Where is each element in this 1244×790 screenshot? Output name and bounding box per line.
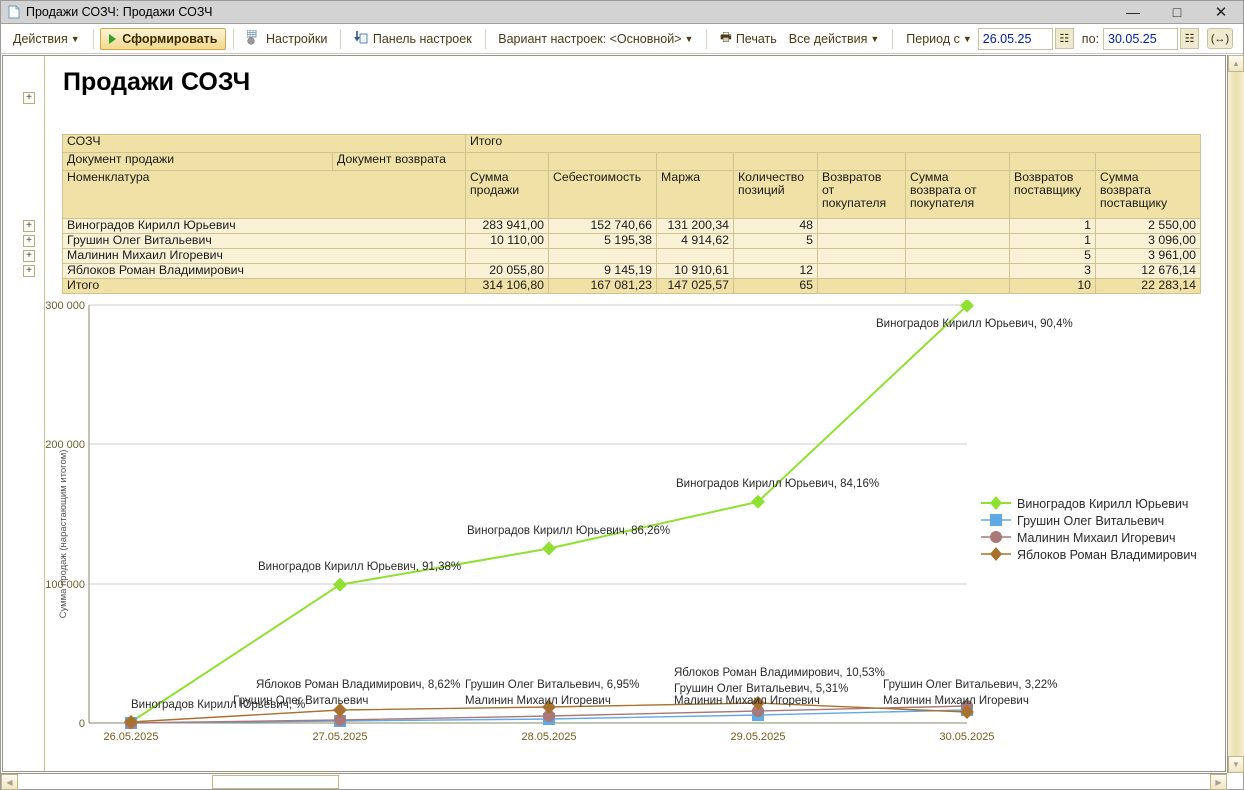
svg-text:Грушин Олег Витальевич: Грушин Олег Витальевич [233,695,368,707]
svg-text:Грушин Олег Витальевич, 3,22%: Грушин Олег Витальевич, 3,22% [883,679,1057,691]
svg-text:Грушин Олег Витальевич: Грушин Олег Витальевич [1017,514,1164,528]
svg-text:Малинин Михаил Игоревич: Малинин Михаил Игоревич [1017,531,1176,545]
svg-text:Яблоков Роман Владимирович, 10: Яблоков Роман Владимирович, 10,53% [674,667,885,679]
svg-text:Малинин Михаил Игоревич: Малинин Михаил Игоревич [674,695,820,707]
svg-text:29.05.2025: 29.05.2025 [730,731,785,743]
svg-text:Виноградов Кирилл Юрьевич, 90,: Виноградов Кирилл Юрьевич, 90,4% [876,318,1073,330]
svg-text:0: 0 [79,718,85,730]
svg-text:Виноградов Кирилл Юрьевич, 84,: Виноградов Кирилл Юрьевич, 84,16% [676,478,879,490]
svg-text:Виноградов Кирилл Юрьевич, 86,: Виноградов Кирилл Юрьевич, 86,26% [467,525,670,537]
svg-text:27.05.2025: 27.05.2025 [312,731,367,743]
svg-text:300 000: 300 000 [45,300,85,312]
svg-text:Яблоков Роман Владимирович, 8,: Яблоков Роман Владимирович, 8,62% [256,679,460,691]
svg-text:Сумма продаж (нарастающим итог: Сумма продаж (нарастающим итогом) [58,450,69,619]
svg-text:Малинин Михаил Игоревич: Малинин Михаил Игоревич [465,695,611,707]
svg-text:Яблоков Роман Владимирович: Яблоков Роман Владимирович [1017,548,1197,562]
svg-text:Грушин Олег Витальевич, 6,95%: Грушин Олег Витальевич, 6,95% [465,679,639,691]
svg-text:Грушин Олег Витальевич, 5,31%: Грушин Олег Витальевич, 5,31% [674,683,848,695]
svg-text:Виноградов Кирилл Юрьевич: Виноградов Кирилл Юрьевич [1017,497,1188,511]
svg-text:28.05.2025: 28.05.2025 [521,731,576,743]
svg-text:200 000: 200 000 [45,439,85,451]
svg-text:30.05.2025: 30.05.2025 [939,731,994,743]
svg-text:26.05.2025: 26.05.2025 [103,731,158,743]
svg-text:Малинин Михаил Игоревич: Малинин Михаил Игоревич [883,695,1029,707]
svg-text:Виноградов Кирилл Юрьевич, 91,: Виноградов Кирилл Юрьевич, 91,38% [258,561,461,573]
